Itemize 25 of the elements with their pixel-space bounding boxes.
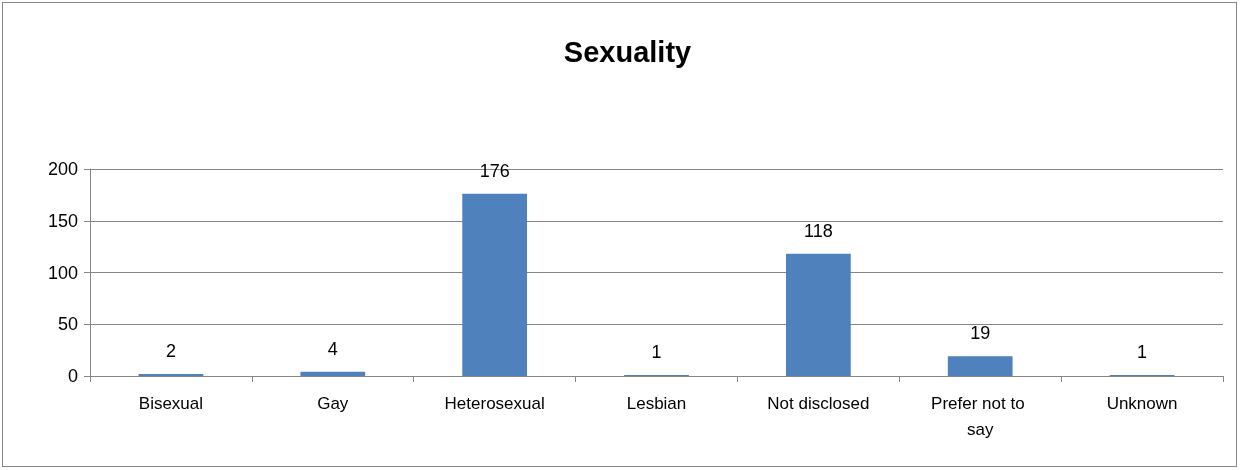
y-tick-label: 0 xyxy=(67,366,78,386)
data-label: 176 xyxy=(479,160,510,181)
bar xyxy=(947,356,1013,376)
x-tick-label: Lesbian xyxy=(626,393,687,413)
chart-title: Sexuality xyxy=(563,35,692,68)
y-tick-label: 150 xyxy=(47,210,78,231)
bar xyxy=(462,193,528,376)
x-tick-label: Prefer not to say xyxy=(931,393,1030,439)
bar xyxy=(785,253,851,376)
data-label: 118 xyxy=(804,220,833,241)
x-tick-label: Gay xyxy=(317,393,349,413)
data-label: 19 xyxy=(970,323,991,344)
data-label: 1 xyxy=(1137,341,1148,362)
bar xyxy=(300,371,366,376)
data-label: 4 xyxy=(327,338,338,359)
y-tick-label: 50 xyxy=(57,314,78,335)
x-tick-label: Unknown xyxy=(1106,393,1178,413)
x-tick-label: Bisexual xyxy=(138,393,204,413)
x-tick-label: Heterosexual xyxy=(444,393,545,413)
x-tick-label: Not disclosed xyxy=(767,393,870,413)
y-tick-label: 100 xyxy=(47,262,78,283)
y-tick-label: 200 xyxy=(47,159,78,179)
data-label: 2 xyxy=(165,340,176,361)
data-label: 1 xyxy=(651,341,662,362)
bar xyxy=(138,373,204,376)
